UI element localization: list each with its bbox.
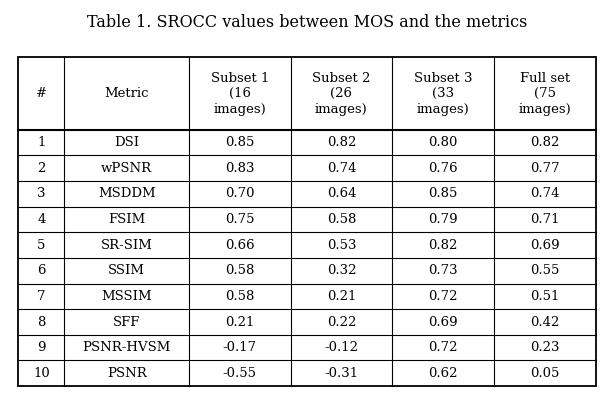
Text: 0.42: 0.42	[530, 316, 559, 329]
Text: -0.31: -0.31	[324, 367, 359, 380]
Text: 5: 5	[37, 239, 45, 251]
Text: 0.83: 0.83	[225, 162, 255, 175]
Text: 0.58: 0.58	[327, 213, 356, 226]
Text: #: #	[36, 87, 47, 100]
Text: 0.69: 0.69	[530, 239, 559, 251]
Text: 0.58: 0.58	[225, 290, 254, 303]
Text: 0.21: 0.21	[327, 290, 356, 303]
Text: 0.72: 0.72	[429, 290, 458, 303]
Text: 0.82: 0.82	[429, 239, 458, 251]
Text: 0.69: 0.69	[429, 316, 458, 329]
Text: 0.77: 0.77	[530, 162, 559, 175]
Text: 0.23: 0.23	[530, 341, 559, 354]
Text: Subset 1
(16
images): Subset 1 (16 images)	[211, 72, 269, 116]
Text: MSSIM: MSSIM	[101, 290, 152, 303]
Text: PSNR: PSNR	[107, 367, 147, 380]
Text: -0.12: -0.12	[324, 341, 359, 354]
Text: 0.85: 0.85	[429, 187, 458, 200]
Text: 10: 10	[33, 367, 50, 380]
Text: PSNR-HVSM: PSNR-HVSM	[82, 341, 171, 354]
Text: 0.82: 0.82	[530, 136, 559, 149]
Text: 0.05: 0.05	[530, 367, 559, 380]
Text: 0.72: 0.72	[429, 341, 458, 354]
Text: SR-SIM: SR-SIM	[101, 239, 152, 251]
Text: FSIM: FSIM	[108, 213, 146, 226]
Text: Subset 3
(33
images): Subset 3 (33 images)	[414, 72, 472, 116]
Text: 0.55: 0.55	[530, 264, 559, 277]
Text: 6: 6	[37, 264, 45, 277]
Text: SSIM: SSIM	[108, 264, 145, 277]
Text: 0.85: 0.85	[225, 136, 254, 149]
Text: SFF: SFF	[113, 316, 141, 329]
Text: 0.82: 0.82	[327, 136, 356, 149]
Text: 7: 7	[37, 290, 45, 303]
Text: 0.74: 0.74	[327, 162, 356, 175]
Text: Metric: Metric	[104, 87, 149, 100]
Text: Table 1. SROCC values between MOS and the metrics: Table 1. SROCC values between MOS and th…	[87, 14, 527, 31]
Text: -0.17: -0.17	[223, 341, 257, 354]
Text: wPSNR: wPSNR	[101, 162, 152, 175]
Text: 0.73: 0.73	[429, 264, 458, 277]
Text: 0.66: 0.66	[225, 239, 255, 251]
Text: 0.21: 0.21	[225, 316, 254, 329]
Text: 9: 9	[37, 341, 45, 354]
Text: -0.55: -0.55	[223, 367, 257, 380]
Text: 0.58: 0.58	[225, 264, 254, 277]
Text: 0.32: 0.32	[327, 264, 356, 277]
Text: 0.74: 0.74	[530, 187, 559, 200]
Text: 0.79: 0.79	[429, 213, 458, 226]
Text: 0.80: 0.80	[429, 136, 458, 149]
Text: 0.71: 0.71	[530, 213, 559, 226]
Text: 2: 2	[37, 162, 45, 175]
Text: 8: 8	[37, 316, 45, 329]
Text: 0.51: 0.51	[530, 290, 559, 303]
Text: 0.76: 0.76	[429, 162, 458, 175]
Text: 1: 1	[37, 136, 45, 149]
Text: 3: 3	[37, 187, 45, 200]
Text: 4: 4	[37, 213, 45, 226]
Text: 0.64: 0.64	[327, 187, 356, 200]
Text: 0.53: 0.53	[327, 239, 356, 251]
Text: 0.75: 0.75	[225, 213, 255, 226]
Text: DSI: DSI	[114, 136, 139, 149]
Text: 0.70: 0.70	[225, 187, 255, 200]
Text: 0.62: 0.62	[429, 367, 458, 380]
Text: MSDDM: MSDDM	[98, 187, 155, 200]
Text: 0.22: 0.22	[327, 316, 356, 329]
Text: Full set
(75
images): Full set (75 images)	[518, 72, 571, 116]
Text: Subset 2
(26
images): Subset 2 (26 images)	[313, 72, 371, 116]
